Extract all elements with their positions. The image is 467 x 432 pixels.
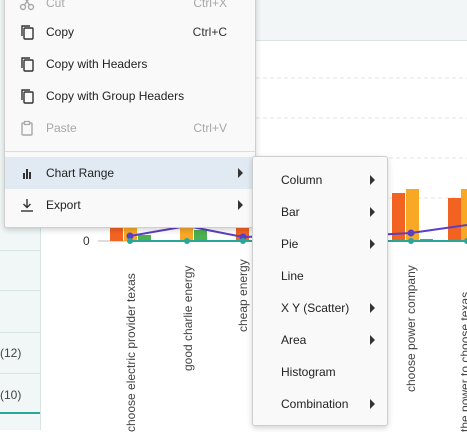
submenu-arrow-icon	[238, 168, 243, 178]
chart-header-strip	[250, 0, 467, 41]
bar-orange	[180, 226, 193, 241]
copy-icon	[21, 89, 34, 104]
series-point	[184, 238, 190, 244]
paste-icon	[21, 120, 33, 136]
menu-item-label: Copy	[46, 25, 75, 39]
menu-item-label: Copy with Headers	[46, 57, 148, 71]
menu-item-cut[interactable]: Cut Ctrl+X	[5, 0, 255, 19]
x-axis-tick-label: the power to choose texas	[458, 291, 467, 432]
x-axis-tick-label: cheap energy	[236, 259, 250, 332]
bar-orange	[448, 198, 461, 241]
series-point	[127, 238, 133, 244]
bar-orange	[406, 189, 419, 241]
menu-item-label: Chart Range	[46, 166, 115, 180]
menu-item-shortcut: Ctrl+V	[193, 121, 227, 135]
submenu-arrow-icon	[370, 207, 375, 217]
selection-underline	[0, 412, 40, 414]
submenu-item-label: Area	[281, 333, 307, 347]
submenu-item-area[interactable]: Area	[253, 324, 387, 356]
bar-chart-icon	[23, 169, 31, 179]
bar-green	[138, 235, 151, 241]
menu-item-chart-range[interactable]: Chart Range	[5, 157, 255, 189]
series-point	[408, 238, 414, 244]
menu-item-shortcut: Ctrl+C	[192, 25, 227, 39]
submenu-item-label: Column	[281, 173, 323, 187]
menu-item-export[interactable]: Export	[5, 189, 255, 221]
y-axis-tick-label: 0	[83, 234, 90, 248]
bar-orange	[392, 193, 405, 241]
submenu-arrow-icon	[238, 200, 243, 210]
series-point	[126, 232, 134, 240]
bar-orange	[110, 226, 123, 241]
menu-item-copy-with-headers[interactable]: Copy with Headers	[5, 48, 255, 80]
submenu-item-label: Bar	[281, 205, 300, 219]
submenu-item-column[interactable]: Column	[253, 164, 387, 196]
bar-green	[194, 230, 207, 241]
menu-item-paste[interactable]: Paste Ctrl+V	[5, 112, 255, 144]
bar-orange	[461, 189, 467, 241]
submenu-arrow-icon	[370, 399, 375, 409]
row-divider	[0, 332, 40, 333]
submenu-arrow-icon	[370, 239, 375, 249]
submenu-item-combination[interactable]: Combination	[253, 388, 387, 420]
submenu-item-label: Histogram	[281, 365, 336, 379]
row-count: (12)	[0, 346, 22, 360]
submenu-item-pie[interactable]: Pie	[253, 228, 387, 260]
scissors-icon	[19, 0, 35, 11]
menu-item-copy-with-group-headers[interactable]: Copy with Group Headers	[5, 80, 255, 112]
menu-item-copy[interactable]: Copy Ctrl+C	[5, 16, 255, 48]
row-divider	[0, 290, 40, 291]
row-count: (10)	[0, 388, 22, 402]
row-divider	[0, 250, 40, 251]
series-point	[407, 229, 415, 237]
submenu-item-label: X Y (Scatter)	[281, 301, 350, 315]
series-point	[240, 238, 246, 244]
submenu-item-line[interactable]: Line	[253, 260, 387, 292]
menu-item-shortcut: Ctrl+X	[193, 0, 227, 10]
menu-item-label: Cut	[46, 0, 65, 10]
menu-item-label: Paste	[46, 121, 77, 135]
series-point	[464, 238, 467, 244]
submenu-arrow-icon	[370, 303, 375, 313]
context-menu: Cut Ctrl+X Copy Ctrl+C Copy with Headers…	[4, 0, 256, 228]
x-axis-tick-label: good charlie energy	[181, 265, 195, 371]
submenu-item-bar[interactable]: Bar	[253, 196, 387, 228]
submenu-item-label: Pie	[281, 237, 299, 251]
chart-range-submenu: Column Bar Pie Line X Y (Scatter) Area H…	[252, 156, 388, 426]
submenu-item-histogram[interactable]: Histogram	[253, 356, 387, 388]
submenu-item-label: Combination	[281, 397, 349, 411]
row-divider	[0, 373, 40, 374]
submenu-item-label: Line	[281, 269, 304, 283]
copy-icon	[21, 25, 34, 40]
x-axis-tick-label: choose electric provider texas	[124, 273, 138, 432]
submenu-arrow-icon	[370, 335, 375, 345]
download-icon	[21, 199, 33, 212]
menu-item-label: Copy with Group Headers	[46, 89, 185, 103]
menu-separator	[5, 151, 255, 152]
submenu-arrow-icon	[370, 175, 375, 185]
copy-icon	[21, 57, 34, 72]
submenu-item-xy-scatter[interactable]: X Y (Scatter)	[253, 292, 387, 324]
menu-item-label: Export	[46, 198, 81, 212]
x-axis-tick-label: choose power company	[404, 265, 418, 392]
